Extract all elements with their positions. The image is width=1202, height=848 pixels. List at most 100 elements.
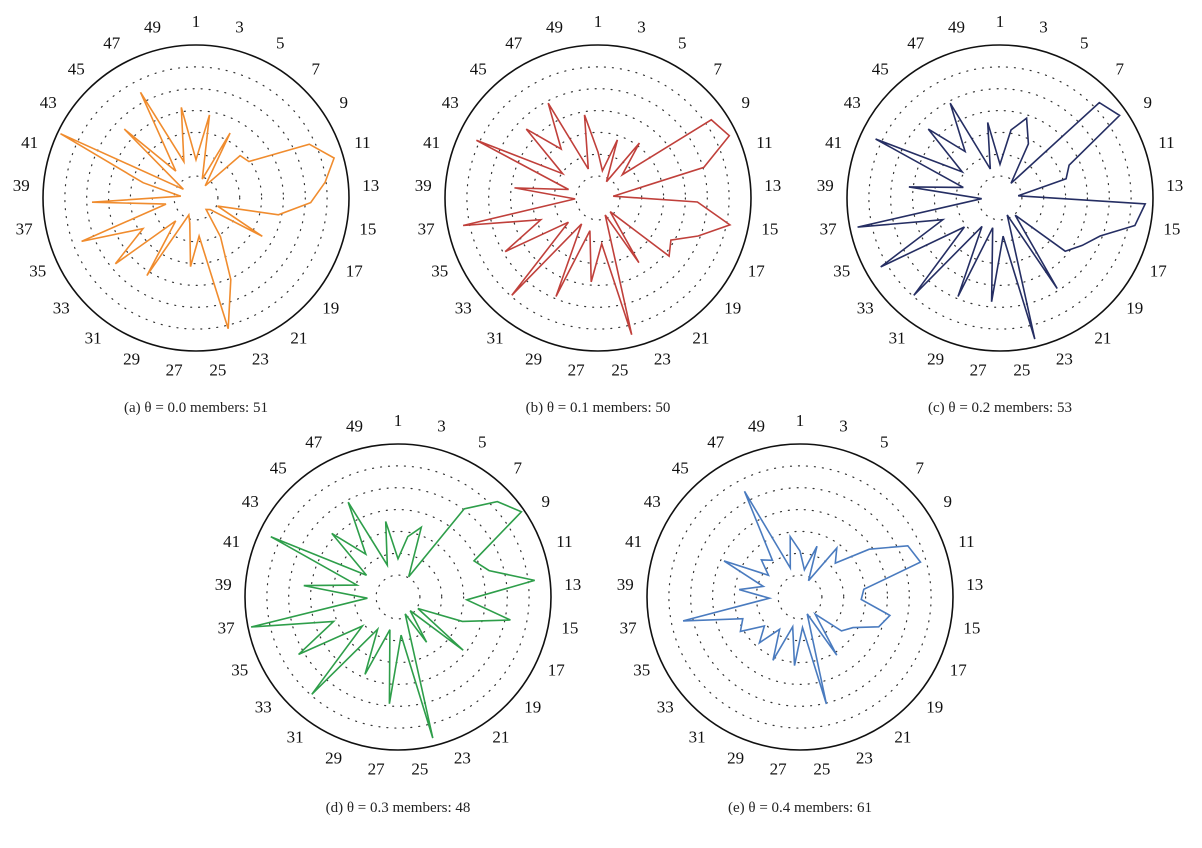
axis-tick-label: 1: [192, 12, 201, 31]
data-series-line: [250, 500, 535, 739]
axis-tick-label: 31: [689, 728, 706, 747]
grid-ring: [890, 88, 1110, 308]
axis-tick-label: 7: [714, 59, 723, 78]
axis-tick-label: 35: [633, 660, 650, 679]
grid-ring: [488, 88, 708, 308]
axis-tick-label: 31: [889, 329, 906, 348]
chart-caption: (e) θ = 0.4 members: 61: [728, 800, 872, 816]
grid-ring: [331, 530, 465, 664]
axis-tick-label: 21: [1094, 329, 1111, 348]
outer-ring: [42, 44, 350, 352]
axis-tick-label: 1: [796, 411, 805, 430]
axis-tick-label: 15: [359, 220, 376, 239]
axis-tick-label: 21: [692, 329, 709, 348]
grid-ring: [510, 109, 687, 287]
axis-tick-label: 5: [478, 433, 487, 452]
grid-ring: [868, 66, 1132, 330]
axis-tick-label: 5: [678, 34, 687, 53]
axis-tick-label: 15: [761, 220, 778, 239]
axis-tick-label: 25: [813, 760, 830, 779]
axis-tick-label: 31: [287, 728, 304, 747]
axis-tick-label: 33: [53, 298, 70, 317]
axis-tick-label: 3: [437, 416, 446, 435]
grid-ring: [266, 465, 530, 729]
axis-tick-label: 19: [524, 697, 541, 716]
axis-tick-label: 31: [85, 329, 102, 348]
axis-tick-label: 37: [218, 619, 236, 638]
axis-tick-label: 3: [1039, 17, 1048, 36]
axis-tick-label: 7: [1116, 59, 1125, 78]
axis-tick-label: 13: [764, 176, 781, 195]
axis-tick-label: 19: [926, 697, 943, 716]
axis-tick-label: 43: [40, 93, 57, 112]
axis-tick-label: 31: [487, 329, 504, 348]
axis-tick-label: 17: [1150, 261, 1168, 280]
grid-ring: [955, 153, 1045, 243]
axis-tick-label: 49: [748, 416, 765, 435]
data-series-line: [682, 490, 922, 705]
grid-ring: [933, 131, 1067, 265]
axis-tick-label: 39: [617, 575, 634, 594]
axis-tick-label: 47: [103, 34, 121, 53]
axis-tick-label: 41: [21, 133, 38, 152]
axis-tick-label: 9: [944, 492, 953, 511]
axis-tick-label: 11: [1158, 133, 1174, 152]
axis-tick-label: 17: [346, 261, 364, 280]
axis-tick-label: 27: [166, 361, 184, 380]
axis-tick-label: 21: [290, 329, 307, 348]
grid-ring: [353, 552, 443, 642]
grid-ring: [288, 487, 508, 707]
axis-tick-label: 29: [727, 749, 744, 768]
axis-tick-label: 11: [958, 532, 974, 551]
axis-tick-label: 7: [514, 458, 523, 477]
axis-tick-label: 9: [742, 93, 751, 112]
axis-tick-label: 37: [418, 220, 436, 239]
axis-tick-label: 35: [833, 261, 850, 280]
axis-tick-label: 17: [548, 660, 566, 679]
grid-ring: [466, 66, 730, 330]
grid-ring: [129, 131, 263, 265]
axis-tick-label: 19: [322, 298, 339, 317]
axis-tick-label: 35: [231, 660, 248, 679]
axis-tick-label: 13: [564, 575, 581, 594]
axis-tick-label: 27: [970, 361, 988, 380]
grid-ring: [310, 509, 487, 686]
axis-tick-label: 3: [839, 416, 848, 435]
axis-tick-label: 25: [611, 361, 628, 380]
axis-tick-label: 33: [455, 298, 472, 317]
axis-tick-label: 19: [1126, 298, 1143, 317]
axis-tick-label: 27: [368, 760, 386, 779]
axis-tick-label: 15: [561, 619, 578, 638]
axis-tick-label: 49: [346, 416, 363, 435]
axis-tick-label: 39: [215, 575, 232, 594]
axis-tick-label: 21: [492, 728, 509, 747]
axis-tick-label: 49: [144, 17, 161, 36]
grid-ring: [575, 175, 621, 221]
axis-tick-label: 43: [242, 492, 259, 511]
outer-ring: [646, 443, 954, 751]
grid-ring: [107, 109, 285, 287]
axis-tick-label: 29: [525, 350, 542, 369]
axis-tick-label: 45: [270, 458, 287, 477]
axis-tick-label: 19: [724, 298, 741, 317]
grid-ring: [690, 487, 910, 707]
axis-tick-label: 23: [1056, 350, 1073, 369]
axis-tick-label: 49: [948, 17, 965, 36]
grid-ring: [64, 66, 328, 330]
axis-tick-label: 13: [966, 575, 983, 594]
axis-tick-label: 33: [857, 298, 874, 317]
axis-tick-label: 1: [594, 12, 603, 31]
axis-tick-label: 47: [707, 433, 725, 452]
chart-caption: (d) θ = 0.3 members: 48: [326, 800, 471, 816]
axis-tick-label: 45: [470, 59, 487, 78]
axis-tick-label: 17: [950, 660, 968, 679]
grid-ring: [911, 109, 1088, 287]
axis-tick-label: 3: [235, 17, 244, 36]
data-series-line: [60, 91, 336, 329]
axis-tick-label: 29: [123, 350, 140, 369]
axis-tick-label: 27: [568, 361, 586, 380]
grid-ring: [777, 574, 823, 620]
axis-tick-label: 15: [963, 619, 980, 638]
axis-tick-label: 23: [454, 749, 471, 768]
radar-chart-3: 1 357911131517192123252729313335373941434…: [817, 12, 1183, 416]
